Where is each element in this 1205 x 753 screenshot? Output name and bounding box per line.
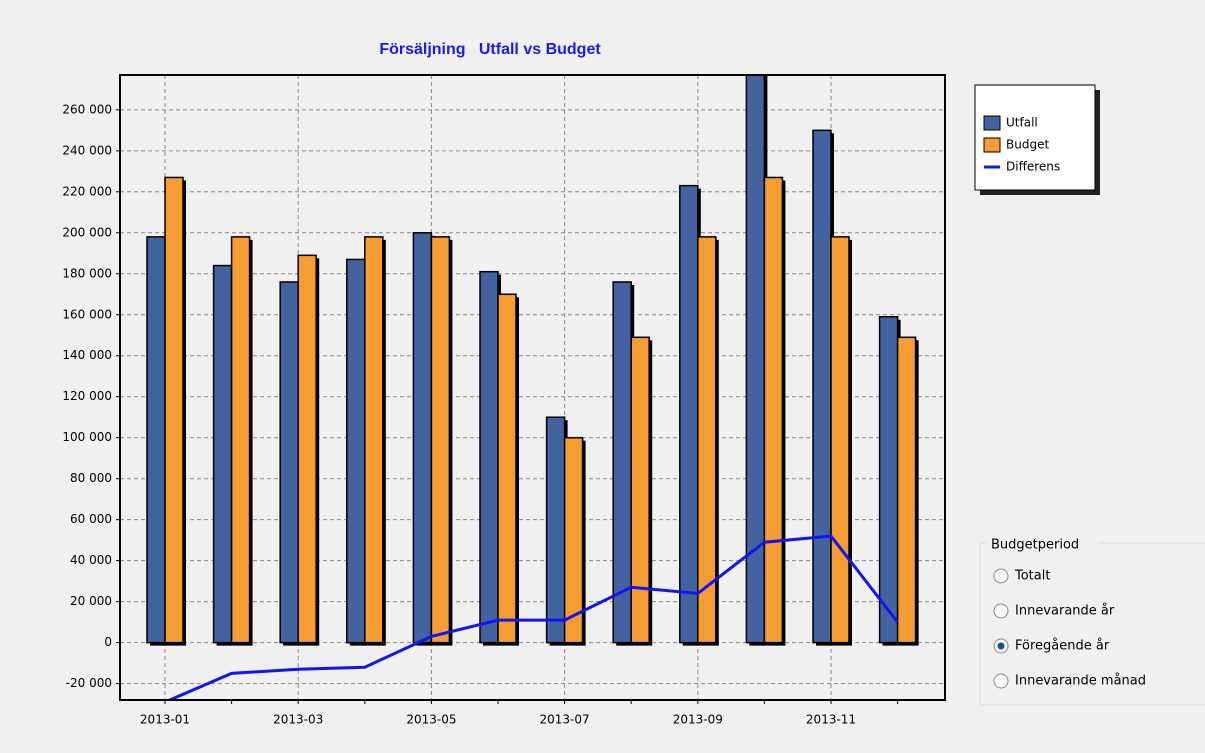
bar [745,75,766,644]
x-tick-label: 2013-03 [273,713,323,727]
bar [545,416,566,644]
y-tick-label: 140 000 [62,348,112,362]
bar [164,176,184,644]
groupbox-label-bg [986,536,1098,552]
legend-label: Differens [1006,160,1060,174]
radio-label[interactable]: Totalt [1014,569,1050,584]
legend-swatch [983,137,1001,153]
bar [364,236,384,644]
radio-label[interactable]: Innevarande månad [1015,674,1146,689]
radio[interactable] [993,603,1009,619]
groupbox-title: Budgetperiod [991,538,1079,553]
radio-dot [997,642,1005,650]
y-tick-label: 120 000 [62,389,112,403]
bar [830,236,850,644]
y-tick-label: 20 000 [70,594,112,608]
bar [212,264,233,644]
radio[interactable] [993,568,1009,584]
bar [479,270,499,644]
y-tick-label: 180 000 [62,266,112,280]
radio[interactable] [993,673,1009,689]
bar [812,129,832,644]
x-tick-label: 2013-11 [806,713,856,727]
y-tick-label: -20 000 [66,676,112,690]
y-tick-label: 40 000 [70,553,112,567]
x-tick-label: 2013-05 [406,713,456,727]
bar [896,336,917,644]
bar [230,236,251,644]
y-tick-label: 60 000 [70,512,112,526]
x-tick-label: 2013-01 [140,713,190,727]
bar [697,236,717,644]
y-tick-label: 200 000 [62,225,112,239]
y-tick-label: 220 000 [62,184,112,198]
bar [346,258,366,644]
y-tick-label: 0 [104,635,112,649]
legend-label: Budget [1006,138,1049,152]
bar [679,184,699,644]
radio-label[interactable]: Innevarande år [1015,604,1115,619]
bar [763,176,784,644]
bar [412,232,433,644]
x-tick-label: 2013-09 [673,713,723,727]
bar [279,281,299,644]
bar [497,293,517,644]
x-tick-label: 2013-07 [540,713,590,727]
y-tick-label: 160 000 [62,307,112,321]
radio-label[interactable]: Föregående år [1015,639,1110,654]
y-tick-label: 240 000 [62,143,112,157]
bar [297,254,317,644]
chart-title: Försäljning Utfall vs Budget [379,41,601,58]
bar [430,236,451,644]
bar [563,436,584,644]
plot-frame [119,74,946,701]
y-tick-label: 260 000 [62,102,112,116]
y-tick-label: 100 000 [62,430,112,444]
bar [146,236,166,644]
legend-label: Utfall [1006,116,1038,130]
legend-swatch [983,115,1001,131]
bar [878,316,899,644]
line [165,534,899,700]
y-tick-label: 80 000 [70,471,112,485]
bar [630,336,650,644]
